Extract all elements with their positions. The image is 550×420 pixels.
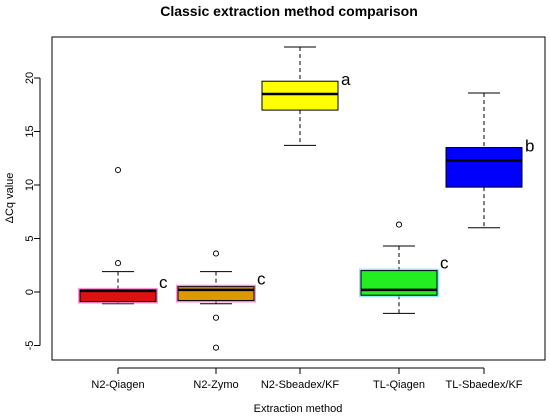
y-tick-label: 10 — [24, 179, 36, 191]
box-5: b — [445, 92, 534, 229]
y-axis-label: ΔCq value — [4, 173, 16, 224]
x-axis: N2-Qiagen N2-Zymo N2-Sbeadex/KF TL-Qiagen TL… — [91, 367, 523, 391]
chart-title: Classic extraction method comparison — [160, 3, 418, 19]
box-iqr — [360, 270, 438, 296]
outlier-point — [212, 314, 220, 321]
significance-letter: c — [440, 254, 449, 273]
x-tick-label: N2-Qiagen — [91, 379, 144, 391]
y-tick-label: -5 — [24, 341, 36, 351]
y-tick-label: 15 — [24, 125, 36, 137]
y-axis: -5 0 5 10 15 20 — [24, 72, 41, 351]
box-iqr — [261, 80, 339, 111]
box-1: c — [78, 166, 168, 305]
boxes-layer: c c a c b — [78, 46, 534, 351]
x-tick-label: N2-Zymo — [193, 379, 238, 391]
box-2: c — [176, 250, 266, 351]
x-tick-label: N2-Sbeadex/KF — [261, 379, 340, 391]
significance-letter: c — [159, 273, 168, 292]
y-tick-label: 0 — [24, 289, 36, 295]
significance-letter: c — [257, 270, 266, 289]
outlier-point — [212, 344, 220, 351]
outlier-point — [114, 260, 122, 267]
box-4: c — [359, 221, 449, 314]
x-axis-label: Extraction method — [254, 403, 343, 415]
significance-letter: a — [341, 70, 351, 89]
box-3: a — [261, 46, 351, 146]
x-tick-label: TL-Sbaedex/KF — [445, 379, 522, 391]
outlier-point — [114, 166, 122, 174]
y-tick-label: 5 — [24, 235, 36, 241]
plot-frame — [51, 36, 546, 361]
outlier-point — [212, 250, 220, 257]
outlier-point — [395, 221, 403, 228]
box-iqr — [445, 147, 523, 188]
significance-letter: b — [525, 137, 534, 156]
x-tick-label: TL-Qiagen — [373, 379, 425, 391]
y-tick-label: 20 — [24, 72, 36, 84]
